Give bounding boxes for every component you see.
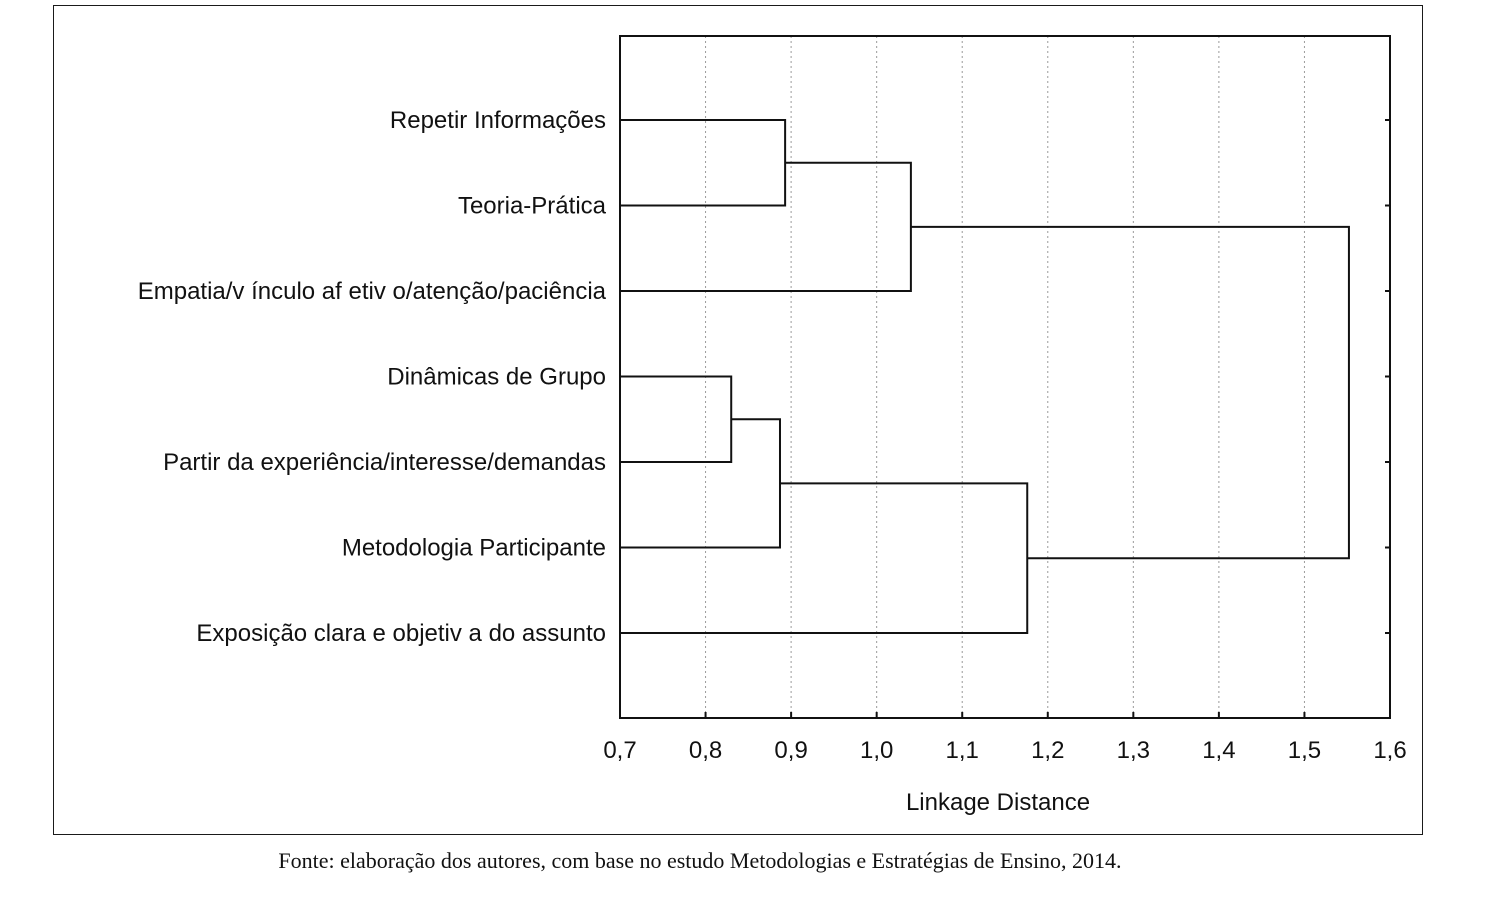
dendrogram-chart: 0,7 0,8 0,9 1,0 1,1 1,2 1,3 1,4 1,5 1,6 Repetir I… <box>138 35 1407 816</box>
leaf-label: Empatia/v ínculo af etiv o/atenção/paciê… <box>138 278 607 305</box>
plot-area <box>619 35 1391 719</box>
x-tick-label: 1,0 <box>860 737 893 764</box>
dendrogram-branch <box>620 375 733 463</box>
x-axis-title: Linkage Distance <box>906 789 1090 816</box>
x-tick-label: 1,3 <box>1117 737 1150 764</box>
x-tick-label: 1,1 <box>946 737 979 764</box>
labels-layer: Repetir Informações Teoria-Prática Empatia… <box>138 107 607 647</box>
leaf-label: Teoria-Prática <box>458 193 607 220</box>
dendrogram-branch <box>910 225 1350 560</box>
x-tick-label: 1,4 <box>1202 737 1235 764</box>
grid-layer <box>705 36 1305 718</box>
figure-frame: 0,7 0,8 0,9 1,0 1,1 1,2 1,3 1,4 1,5 1,6 Repetir I… <box>53 5 1423 835</box>
leaf-label: Dinâmicas de Grupo <box>387 364 606 391</box>
x-tick-label: 1,6 <box>1373 737 1406 764</box>
branches-layer <box>620 119 1350 634</box>
x-tick-label: 0,7 <box>603 737 636 764</box>
dendrogram-branch <box>620 418 781 549</box>
dendrogram-branch <box>620 119 787 207</box>
x-tick-label: 1,2 <box>1031 737 1064 764</box>
x-tick-label: 0,9 <box>774 737 807 764</box>
x-tick-label: 0,8 <box>689 737 722 764</box>
leaf-label: Metodologia Participante <box>342 535 606 562</box>
x-tick-label: 1,5 <box>1288 737 1321 764</box>
leaf-label: Partir da experiência/interesse/demandas <box>163 449 606 476</box>
dendrogram-branch <box>620 482 1029 634</box>
leaf-label: Repetir Informações <box>390 107 606 134</box>
ticks-layer: 0,7 0,8 0,9 1,0 1,1 1,2 1,3 1,4 1,5 1,6 <box>603 119 1407 764</box>
leaf-label: Exposição clara e objetiv a do assunto <box>196 620 606 647</box>
figure-caption: Fonte: elaboração dos autores, com base … <box>278 848 1122 873</box>
dendrogram-branch <box>620 161 912 292</box>
